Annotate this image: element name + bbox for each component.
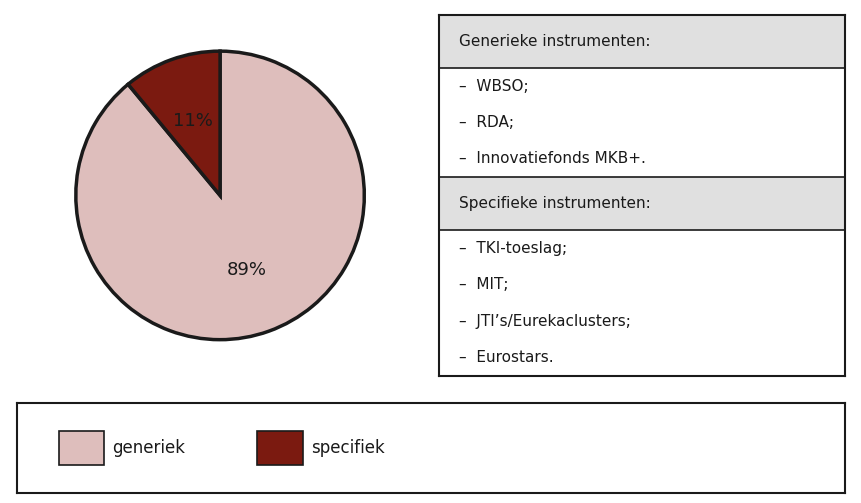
Text: –  WBSO;: – WBSO; xyxy=(459,78,529,94)
Text: –  RDA;: – RDA; xyxy=(459,115,514,130)
Text: –  JTI’s/Eurekaclusters;: – JTI’s/Eurekaclusters; xyxy=(459,313,630,328)
Bar xyxy=(438,177,844,230)
Wedge shape xyxy=(128,51,220,195)
Wedge shape xyxy=(76,51,364,340)
Text: 11%: 11% xyxy=(173,112,213,130)
Text: –  Eurostars.: – Eurostars. xyxy=(459,350,554,365)
Text: Generieke instrumenten:: Generieke instrumenten: xyxy=(459,34,650,49)
Text: Specifieke instrumenten:: Specifieke instrumenten: xyxy=(459,196,650,211)
Text: –  TKI-toeslag;: – TKI-toeslag; xyxy=(459,240,567,256)
Text: specifiek: specifiek xyxy=(311,439,384,457)
Bar xyxy=(438,15,844,68)
Text: generiek: generiek xyxy=(112,439,185,457)
Text: 89%: 89% xyxy=(226,261,267,279)
Text: –  Innovatiefonds MKB+.: – Innovatiefonds MKB+. xyxy=(459,151,646,166)
Bar xyxy=(59,431,104,465)
Text: –  MIT;: – MIT; xyxy=(459,277,508,292)
Bar xyxy=(257,431,302,465)
